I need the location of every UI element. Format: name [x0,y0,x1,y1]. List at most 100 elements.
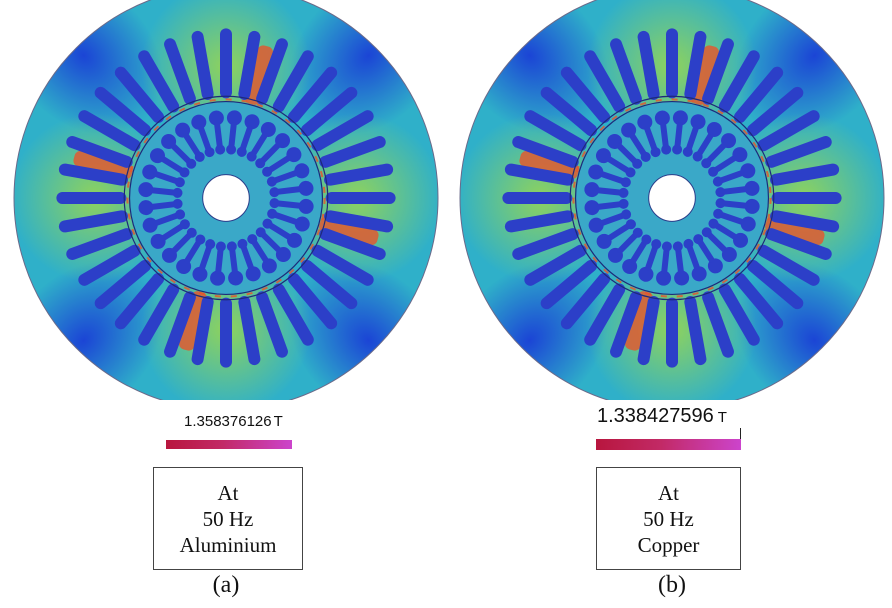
rotor-bar [621,122,651,162]
rotor-bar [588,164,631,188]
stator-slot [319,228,386,260]
info-box-a: At 50 Hz Aluminium [153,467,303,570]
rotor-bar [247,234,277,274]
colorbar-a [166,440,292,449]
rotor-bar [226,110,242,155]
stator-slot [584,283,626,346]
stator-slot [560,66,611,124]
stator-slot [311,244,374,286]
rotor-bar [712,163,756,187]
info-line-2: 50 Hz [202,506,254,531]
rotor-bar [595,148,636,178]
rotor-bar [607,227,643,263]
stator-slot [311,110,374,152]
stator-slot [524,244,587,286]
rotor-bar [683,238,707,282]
rotor-bar [255,133,291,169]
panel-a: 1.358376126 T At 50 Hz Aluminium (a) [13,0,439,598]
rotor-bar [269,198,314,214]
stator-slot [733,272,784,330]
stator-slot [164,291,196,358]
stator-slot [771,192,842,204]
rotor-bar [713,208,756,232]
rotor-bar [262,147,302,177]
info-line-2: 50 Hz [643,506,694,531]
stator-slot [718,283,760,346]
rotor-bar [176,234,206,275]
stator-slot [770,210,840,233]
outer-boundary [459,0,885,400]
info-line-3: Copper [637,532,700,557]
rotor-bar [149,148,190,178]
stator-slot [718,50,760,113]
rotor-bar [701,133,737,169]
stator-slot [637,296,660,366]
rotor-bar [682,114,706,157]
stator-slot [746,86,804,137]
stator-slot [610,291,642,358]
stator-slot [94,86,152,137]
rotor-bar [708,147,748,177]
stator-slot [272,50,314,113]
stator-slot [58,163,128,186]
stator-slot [114,66,165,124]
rotor-bar [672,241,690,286]
stator-slot [319,136,386,168]
stator-slot [746,259,804,310]
stator-slot [702,291,734,358]
stator-slot [702,38,734,105]
rotor-bar [584,198,629,216]
panel-b: 1.338427596 T At 50 Hz Copper (b) [446,0,892,608]
stator-slot [540,86,598,137]
rotor-bar [226,241,244,286]
stator-core [14,0,438,400]
rotor-bar [715,180,760,198]
rotor-bar [637,114,661,158]
stator-slot [757,110,820,152]
caption-b: (b) [658,572,686,598]
rotor-bar [672,110,688,155]
stator-slot [114,272,165,330]
rotor-bar [622,234,652,275]
rotor-bar [654,110,672,155]
stator-slot [325,192,396,204]
rotor-bar [693,234,723,274]
shaft-hole [202,174,250,222]
stator-slot [637,30,660,100]
motor-field-plot-a [13,0,439,400]
stator-slot [757,244,820,286]
stator-slot [191,30,214,100]
stator-slot [272,283,314,346]
stator-slot [138,283,180,346]
info-line-1: At [658,480,679,505]
stator-slot [164,38,196,105]
stator-slot [238,30,261,100]
rotor-bar [701,227,737,263]
rotor-bar [692,121,722,162]
rotor-bar [262,218,303,248]
stator-slot [66,228,133,260]
stator-slot [770,163,840,186]
stator-slot [256,291,288,358]
rotor-bar [208,110,226,155]
stator-slot [94,259,152,310]
rotor-bar [161,133,197,169]
stator-slot [666,28,678,99]
rotor-bar [708,218,749,248]
rotor-bar [236,114,260,157]
stator-slot [78,244,141,286]
rotor-bar [150,219,190,249]
rotor-bar [142,164,185,188]
stator-slot [512,136,579,168]
rotor-bar [266,163,310,187]
stator-slot [512,228,579,260]
stator-slot [78,110,141,152]
flux-value-b: 1.338427596 T [597,405,727,427]
rotor-bar [192,239,216,282]
stator-slot [300,259,358,310]
flux-value-a: 1.358376126 T [184,413,283,430]
stator-slot [540,259,598,310]
stator-slot [66,136,133,168]
outer-boundary [13,0,439,400]
rotor-bar [138,198,183,216]
